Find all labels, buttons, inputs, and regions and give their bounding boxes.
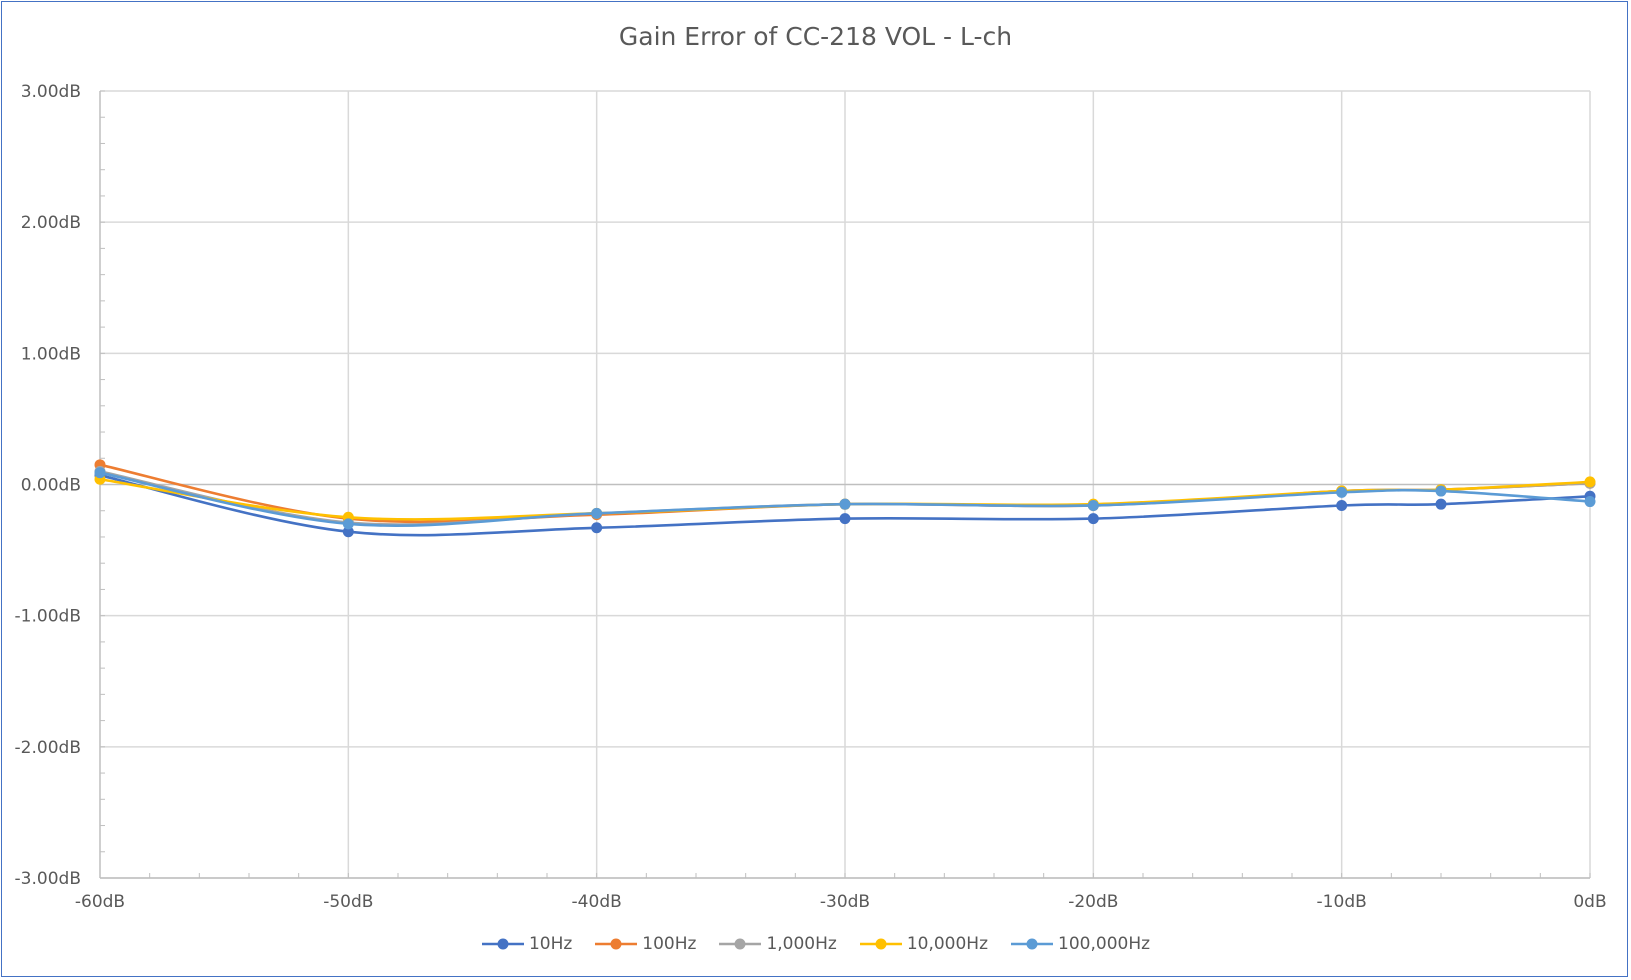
data-point-10hz (591, 522, 603, 534)
y-tick-label: 1.00dB (21, 344, 81, 364)
y-tick-label: -1.00dB (15, 607, 81, 627)
y-tick-label: 3.00dB (21, 82, 81, 102)
y-tick-label: 2.00dB (21, 213, 81, 233)
legend-item: 100Hz (594, 934, 696, 954)
legend-item: 100,000Hz (1010, 934, 1150, 954)
legend-swatch (1011, 938, 1054, 950)
y-tick-label: -2.00dB (15, 738, 81, 758)
data-point-10hz (839, 513, 851, 525)
x-tick-label: -30dB (820, 892, 870, 912)
x-tick-label: -60dB (75, 892, 125, 912)
x-tick-label: -40dB (572, 892, 622, 912)
legend-swatch (719, 938, 762, 950)
legend-item: 10,000Hz (859, 934, 988, 954)
series-line-10hz (99, 474, 1591, 537)
legend-label: 10,000Hz (906, 934, 989, 954)
y-tick-label: 0.00dB (21, 476, 81, 496)
data-point-100000hz (94, 467, 106, 479)
legend-swatch (481, 938, 524, 950)
legend-label: 100,000Hz (1058, 934, 1151, 954)
x-tick-label: -50dB (323, 892, 373, 912)
data-point-100000hz (1336, 486, 1348, 498)
data-point-100000hz (1435, 485, 1447, 497)
legend-swatch (859, 938, 902, 950)
x-tick-label: -10dB (1317, 892, 1367, 912)
data-point-100000hz (839, 498, 851, 510)
data-point-100000hz (1087, 499, 1099, 511)
legend-swatch (595, 938, 638, 950)
legend-label: 10Hz (528, 934, 573, 954)
data-point-10hz (1087, 513, 1099, 525)
y-tick-label: -3.00dB (15, 869, 81, 889)
data-point-100000hz (342, 518, 354, 530)
data-point-10hz (342, 526, 354, 538)
series-line-100000hz (99, 471, 1591, 527)
series-lines (94, 459, 1596, 538)
chart-title: Gain Error of CC-218 VOL - L-ch (618, 22, 1013, 51)
legend: 10Hz 100Hz 1,000Hz 10,000Hz 100,000Hz (0, 934, 1631, 954)
x-tick-label: 0dB (1573, 892, 1606, 912)
x-tick-label: -20dB (1068, 892, 1118, 912)
data-point-10000hz (1584, 476, 1596, 488)
data-point-10hz (1435, 498, 1447, 510)
legend-item: 10Hz (481, 934, 572, 954)
legend-label: 100Hz (642, 934, 697, 954)
data-point-100000hz (1584, 496, 1596, 508)
legend-item: 1,000Hz (718, 934, 837, 954)
data-point-10hz (1336, 499, 1348, 511)
tick-labels: 3.00dB 2.00dB 1.00dB 0.00dB -1.00dB -2.00dB -3… (15, 82, 1607, 912)
data-point-100000hz (591, 507, 603, 519)
axes (99, 90, 1591, 879)
legend-label: 1,000Hz (766, 934, 837, 954)
